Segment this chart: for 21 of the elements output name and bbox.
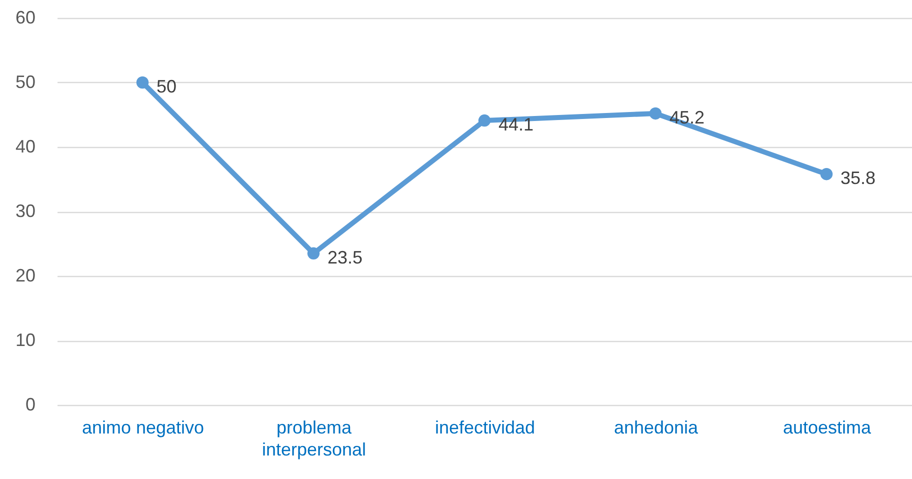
data-label: 23.5 [328,247,363,268]
x-tick-label: anhedonia [614,418,700,438]
x-tick-label: inefectividad [434,418,536,438]
point [820,168,833,180]
point [136,76,149,89]
x-tick-label: problema interpersonal [262,418,366,460]
point [307,247,320,260]
x-tick-label: autoestima [782,418,872,438]
y-tick-label: 40 [15,136,36,156]
y-tick-label: 30 [15,201,36,221]
point [649,107,662,120]
point [478,114,491,127]
y-tick-label: 10 [15,330,36,350]
y-tick-label: 0 [25,394,36,414]
y-tick-label: 50 [15,72,36,92]
y-tick-label: 60 [15,8,36,28]
data-label: 50 [156,76,177,96]
x-tick-label: animo negativo [82,418,204,438]
y-tick-label: 20 [15,266,36,286]
data-label: 35.8 [840,168,876,188]
data-label: 45.2 [670,107,705,128]
